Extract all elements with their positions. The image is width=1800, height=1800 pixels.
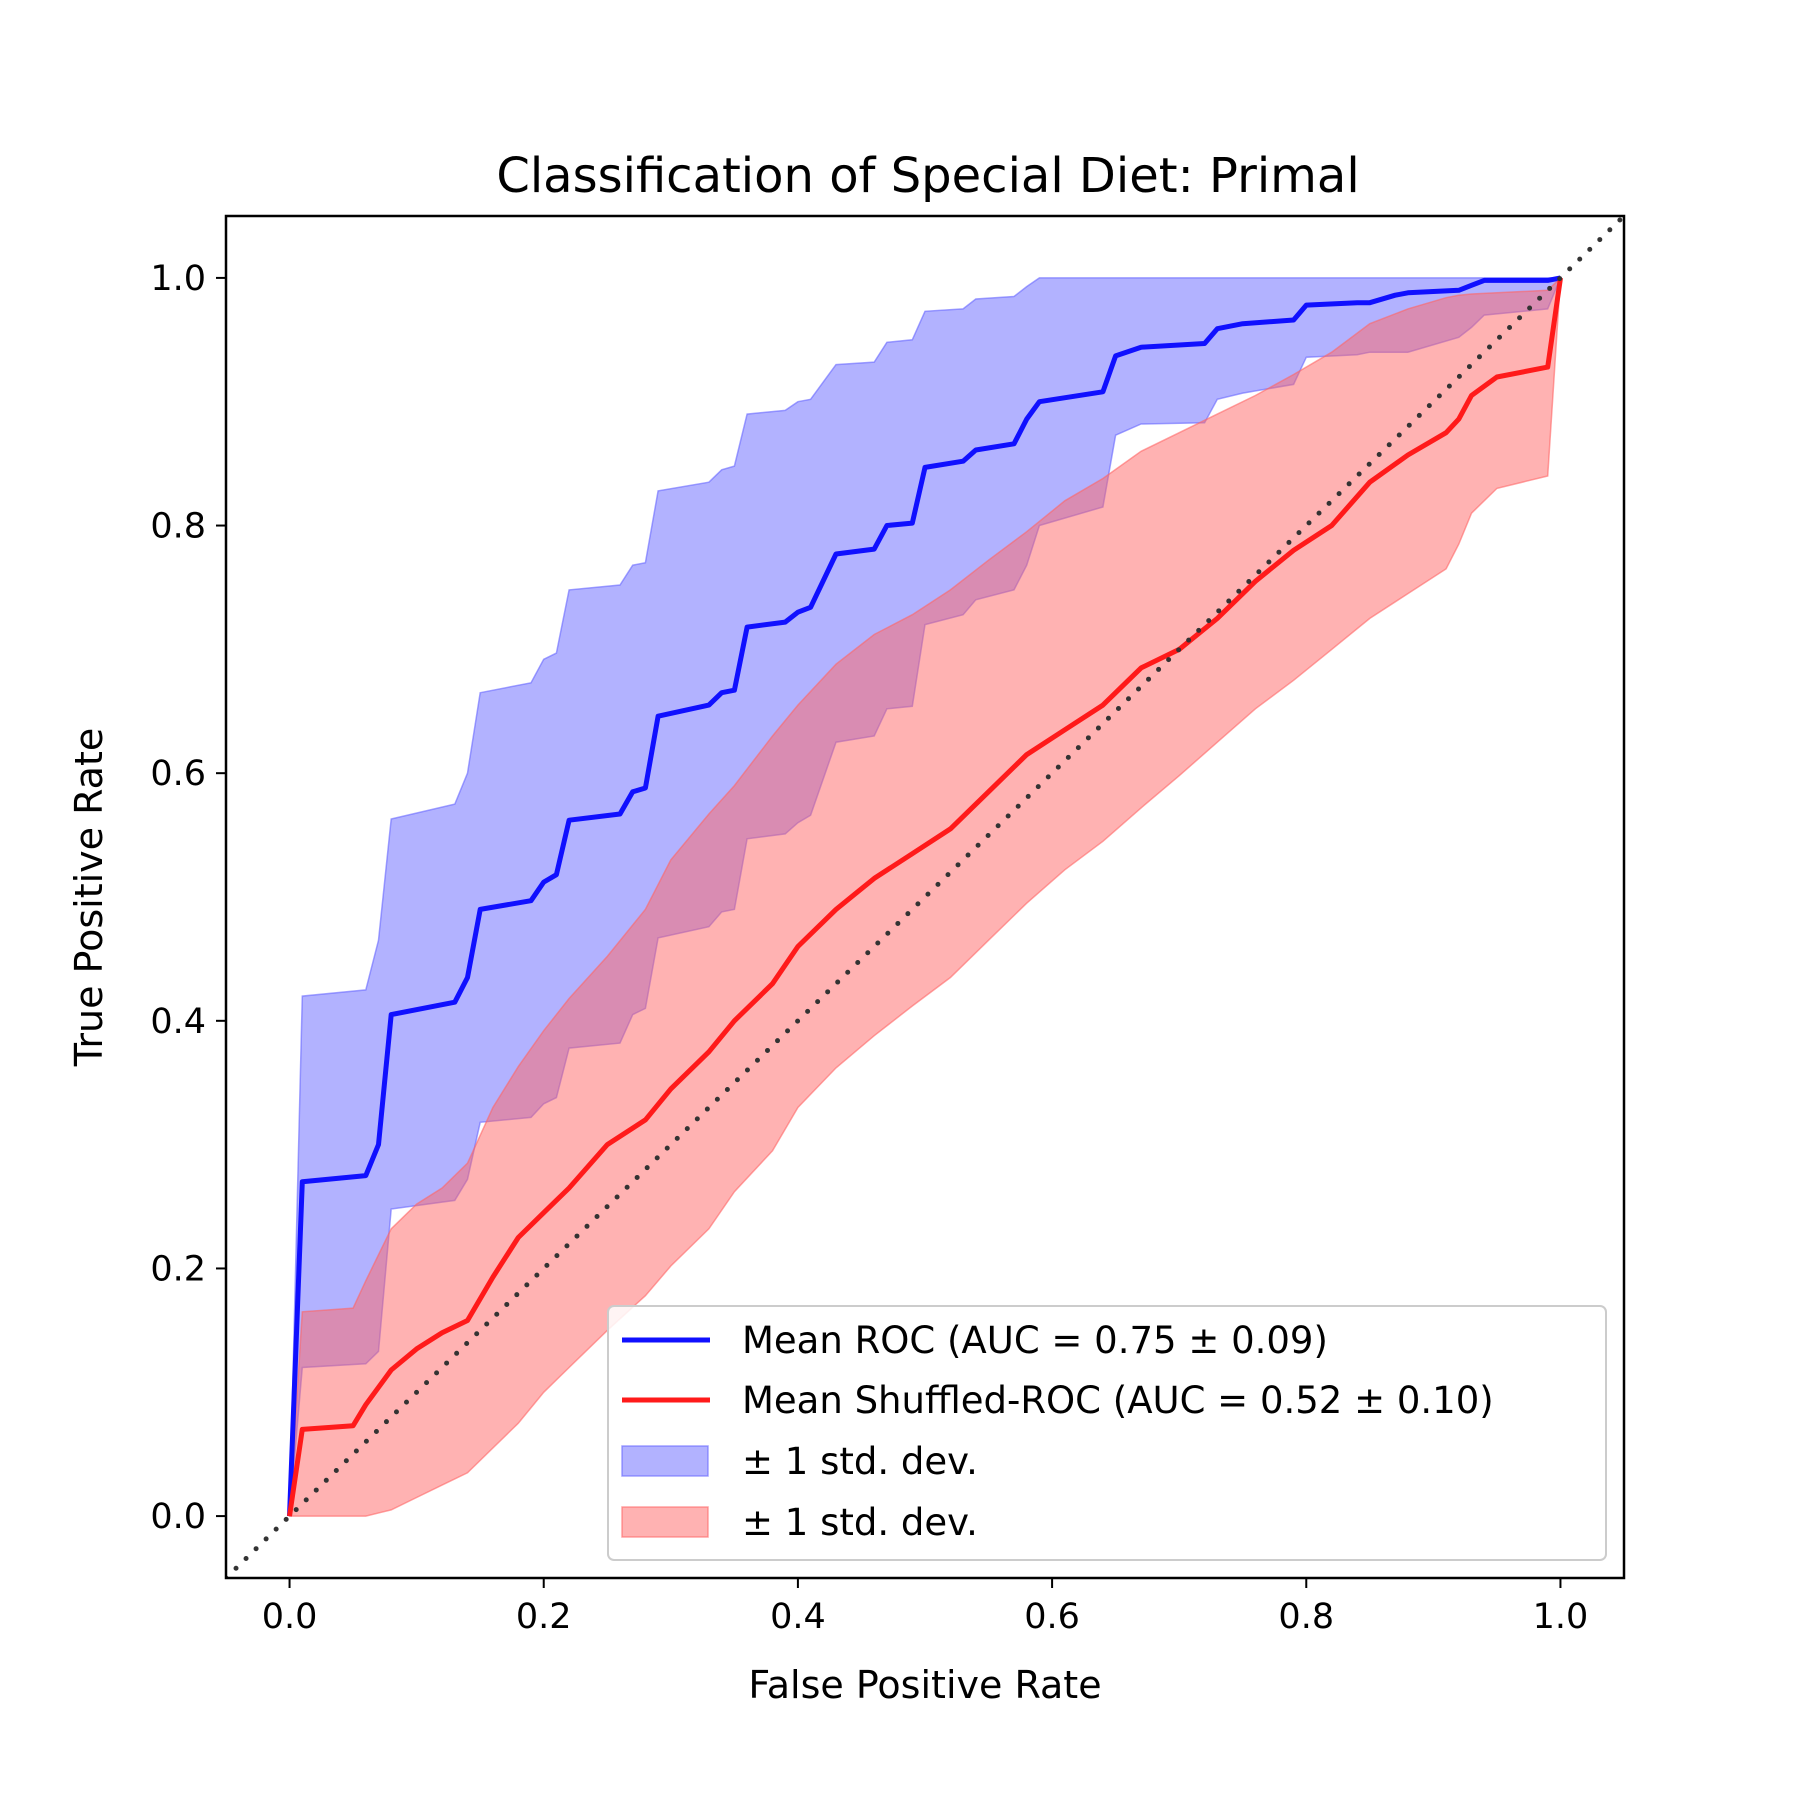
legend-item-mean-shuffled-roc: Mean Shuffled-ROC (AUC = 0.52 ± 0.10) bbox=[622, 1379, 1494, 1422]
x-tick-label: 0.2 bbox=[516, 1597, 572, 1637]
y-tick-label: 0.8 bbox=[150, 507, 206, 547]
plot-area bbox=[226, 216, 1624, 1578]
x-tick-label: 1.0 bbox=[1533, 1597, 1589, 1637]
x-tick-label: 0.4 bbox=[770, 1597, 826, 1637]
mean-shuffled-roc-line bbox=[287, 277, 1563, 1517]
plot-frame bbox=[224, 214, 1626, 1580]
legend-label: ± 1 std. dev. bbox=[742, 1440, 978, 1483]
x-tick-label: 0.8 bbox=[1278, 1597, 1334, 1637]
chance-diagonal-line bbox=[226, 216, 1624, 1578]
legend-patch-swatch bbox=[621, 1445, 709, 1477]
legend-item-mean-roc: Mean ROC (AUC = 0.75 ± 0.09) bbox=[622, 1319, 1328, 1362]
mean-roc-line bbox=[287, 275, 1561, 1517]
legend-item-std-band-1: ± 1 std. dev. bbox=[621, 1440, 978, 1483]
legend-patch-swatch bbox=[621, 1506, 709, 1538]
legend-label: ± 1 std. dev. bbox=[742, 1501, 978, 1544]
x-tick-label: 0.6 bbox=[1024, 1597, 1080, 1637]
axis-ticks: 0.0 0.2 0.4 0.6 0.8 1.0 0.0 0.2 0.4 0.6 0.8 1.0 bbox=[150, 259, 1588, 1637]
x-axis-label: False Positive Rate bbox=[748, 1663, 1101, 1707]
x-tick-label: 0.0 bbox=[262, 1597, 318, 1637]
legend-box bbox=[607, 1305, 1607, 1561]
y-tick-label: 0.4 bbox=[150, 1002, 206, 1042]
y-tick-label: 0.6 bbox=[150, 754, 206, 794]
legend-label: Mean ROC (AUC = 0.75 ± 0.09) bbox=[742, 1319, 1328, 1362]
legend-item-std-band-2: ± 1 std. dev. bbox=[621, 1501, 978, 1544]
y-tick-label: 1.0 bbox=[150, 259, 206, 299]
y-axis-label: True Positive Rate bbox=[67, 728, 111, 1068]
y-tick-label: 0.0 bbox=[150, 1497, 206, 1537]
y-tick-label: 0.2 bbox=[150, 1249, 206, 1289]
chart-title: Classification of Special Diet: Primal bbox=[496, 148, 1359, 204]
legend-label: Mean Shuffled-ROC (AUC = 0.52 ± 0.10) bbox=[742, 1379, 1494, 1422]
legend: Mean ROC (AUC = 0.75 ± 0.09) Mean Shuffle… bbox=[607, 1305, 1607, 1561]
